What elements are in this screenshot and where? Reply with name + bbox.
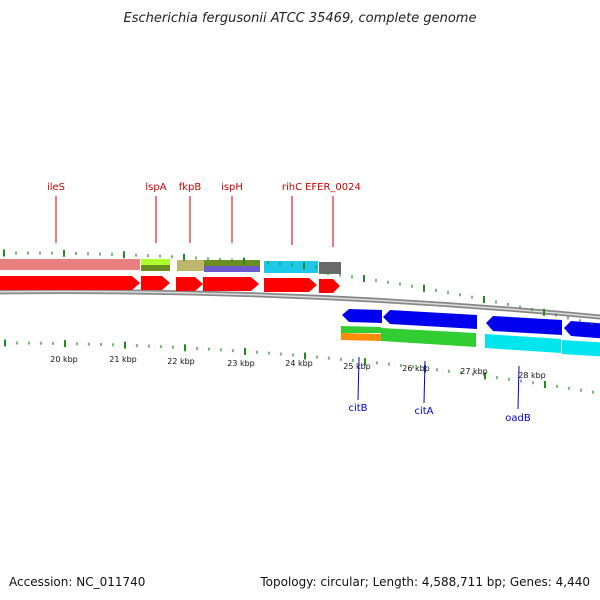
feature-citB-band-bottom xyxy=(341,333,381,341)
genome-backbone xyxy=(0,289,600,320)
gene-label-ispH: ispH xyxy=(221,182,243,193)
feature-lspA-band-bottom xyxy=(141,265,170,271)
feature-lspA-band-top xyxy=(141,259,170,265)
feature-ispH-band-bottom xyxy=(204,266,260,272)
scale-label: 20 kbp xyxy=(50,355,78,364)
cds-arrow-citA xyxy=(383,310,477,329)
scale-label: 22 kbp xyxy=(167,357,195,366)
feature-oadB-band xyxy=(485,334,561,353)
scale-label: 23 kbp xyxy=(227,359,255,368)
scale-label: 27 kbp xyxy=(460,367,488,376)
accession-text: Accession: NC_011740 xyxy=(9,575,145,589)
cds-arrow-fkpB xyxy=(176,277,203,291)
genome-title: Escherichia fergusonii ATCC 35469, compl… xyxy=(124,11,477,26)
scale-label: 25 kbp xyxy=(343,362,371,371)
gene-label-lspA: lspA xyxy=(145,182,166,193)
feature-citA-band xyxy=(381,328,476,347)
reverse-gene-labels: citB citA oadB xyxy=(348,356,531,424)
cds-arrow-next xyxy=(564,321,600,339)
gene-label-fkpB: fkpB xyxy=(179,182,202,193)
scale-label: 26 kbp xyxy=(402,364,430,373)
cds-arrow-EFER_0024 xyxy=(319,279,340,293)
gene-label-ileS: ileS xyxy=(47,182,65,193)
scale-label: 28 kbp xyxy=(518,371,546,380)
forward-feature-track xyxy=(0,259,341,274)
feature-fkpB-band xyxy=(177,260,204,271)
feature-EFER_0024-band xyxy=(319,262,341,274)
forward-cds-track xyxy=(0,276,340,293)
genome-summary-text: Topology: circular; Length: 4,588,711 bp… xyxy=(259,575,590,589)
leader-line xyxy=(517,365,520,410)
forward-gene-labels: ileS lspA fkpB ispH rihC EFER_0024 xyxy=(47,182,361,247)
gene-label-citB: citB xyxy=(348,403,367,414)
cds-arrow-rihC xyxy=(264,278,317,292)
feature-rihC-band xyxy=(264,261,318,273)
gene-label-EFER_0024: EFER_0024 xyxy=(305,182,361,193)
gene-label-rihC: rihC xyxy=(282,182,302,193)
scale-label: 24 kbp xyxy=(285,359,313,368)
feature-ileS-band xyxy=(0,259,140,270)
genome-backbone-highlight xyxy=(0,290,600,318)
cds-arrow-ispH xyxy=(203,277,259,291)
leader-line xyxy=(423,360,426,404)
feature-citB-band-top xyxy=(341,326,381,333)
scale-labels: 20 kbp 21 kbp 22 kbp 23 kbp 24 kbp 25 kbp 26 k… xyxy=(50,355,546,380)
cds-arrow-oadB xyxy=(486,316,562,335)
gene-label-citA: citA xyxy=(414,406,433,417)
cds-arrow-lspA xyxy=(141,276,170,290)
feature-next-band xyxy=(562,340,600,357)
scale-label: 21 kbp xyxy=(109,355,137,364)
reverse-feature-track xyxy=(341,326,600,357)
upper-tick-ring xyxy=(3,249,593,326)
cds-arrow-citB xyxy=(342,309,382,323)
leader-line xyxy=(357,356,360,401)
cds-arrow-ileS xyxy=(0,276,140,290)
feature-ispH-band-top xyxy=(204,260,260,266)
gene-label-oadB: oadB xyxy=(505,413,531,424)
reverse-cds-track xyxy=(342,309,600,339)
